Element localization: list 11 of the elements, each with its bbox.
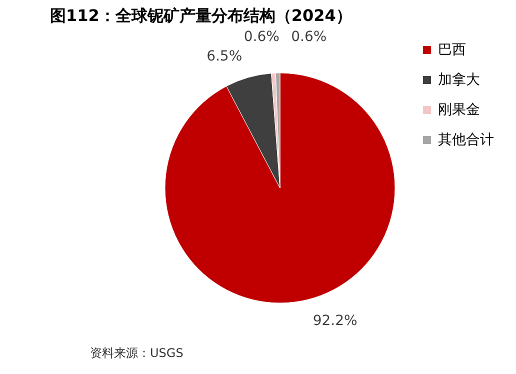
chart-title: 图112：全球铌矿产量分布结构（2024） <box>50 6 352 26</box>
legend-label: 巴西 <box>438 42 466 58</box>
pie-slice <box>164 72 396 304</box>
data-label: 0.6% <box>291 29 327 46</box>
legend-label: 刚果金 <box>438 102 480 118</box>
data-label: 6.5% <box>206 48 242 64</box>
text: 资料来源：USGS <box>90 346 184 360</box>
data-label: 92.2% <box>312 313 358 330</box>
legend-label: 加拿大 <box>438 72 480 88</box>
legend-label: 其他合计 <box>438 132 494 148</box>
data-label: 0.6% <box>244 29 280 46</box>
